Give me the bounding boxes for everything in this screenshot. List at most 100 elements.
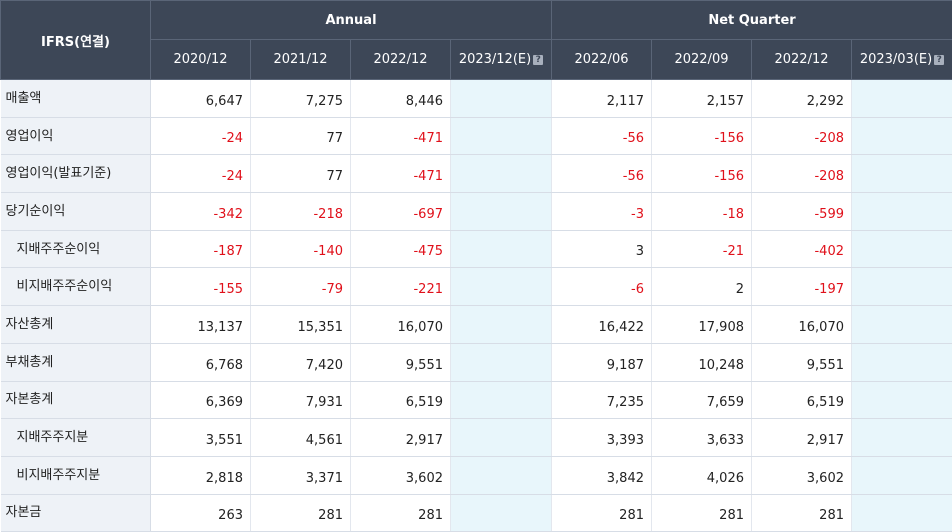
empty-cell xyxy=(852,155,952,193)
value-cell: -21 xyxy=(652,230,752,268)
value-cell: 17,908 xyxy=(652,306,752,344)
value-cell: -221 xyxy=(351,268,451,306)
row-label[interactable]: 비지배주주지분 xyxy=(1,456,151,494)
value-cell: 281 xyxy=(552,494,652,532)
period-header: 2022/12 xyxy=(351,40,451,80)
empty-cell xyxy=(852,419,952,457)
value-cell: -208 xyxy=(752,117,852,155)
value-cell: 7,420 xyxy=(251,343,351,381)
empty-cell xyxy=(451,419,552,457)
value-cell: 16,070 xyxy=(351,306,451,344)
empty-cell xyxy=(852,456,952,494)
value-cell: 77 xyxy=(251,155,351,193)
value-cell: -24 xyxy=(151,155,251,193)
value-cell: -56 xyxy=(552,155,652,193)
value-cell: -187 xyxy=(151,230,251,268)
value-cell: -140 xyxy=(251,230,351,268)
value-cell: 13,137 xyxy=(151,306,251,344)
empty-cell xyxy=(451,456,552,494)
row-label[interactable]: 지배주주순이익 xyxy=(1,230,151,268)
value-cell: 3,551 xyxy=(151,419,251,457)
value-cell: 6,768 xyxy=(151,343,251,381)
row-label[interactable]: 매출액 xyxy=(1,80,151,118)
row-label[interactable]: 영업이익 xyxy=(1,117,151,155)
value-cell: 2,917 xyxy=(351,419,451,457)
row-label[interactable]: 부채총계 xyxy=(1,343,151,381)
value-cell: 9,187 xyxy=(552,343,652,381)
value-cell: 77 xyxy=(251,117,351,155)
table-row: 당기순이익-342-218-697-3-18-599 xyxy=(1,193,952,231)
empty-cell xyxy=(852,80,952,118)
value-cell: 9,551 xyxy=(351,343,451,381)
value-cell: 3,393 xyxy=(552,419,652,457)
value-cell: 2,157 xyxy=(652,80,752,118)
value-cell: -156 xyxy=(652,155,752,193)
value-cell: 2,818 xyxy=(151,456,251,494)
value-cell: 16,422 xyxy=(552,306,652,344)
row-label[interactable]: 비지배주주순이익 xyxy=(1,268,151,306)
value-cell: 15,351 xyxy=(251,306,351,344)
empty-cell xyxy=(852,343,952,381)
row-label[interactable]: 자본총계 xyxy=(1,381,151,419)
value-cell: 2,117 xyxy=(552,80,652,118)
value-cell: -3 xyxy=(552,193,652,231)
period-header: 2020/12 xyxy=(151,40,251,80)
empty-cell xyxy=(451,230,552,268)
question-icon[interactable]: ? xyxy=(533,55,543,65)
value-cell: -208 xyxy=(752,155,852,193)
empty-cell xyxy=(451,494,552,532)
value-cell: 281 xyxy=(652,494,752,532)
value-cell: 9,551 xyxy=(752,343,852,381)
value-cell: 10,248 xyxy=(652,343,752,381)
value-cell: -79 xyxy=(251,268,351,306)
period-header: 2022/12 xyxy=(752,40,852,80)
value-cell: 8,446 xyxy=(351,80,451,118)
value-cell: 6,647 xyxy=(151,80,251,118)
empty-cell xyxy=(451,381,552,419)
empty-cell xyxy=(852,230,952,268)
row-label[interactable]: 영업이익(발표기준) xyxy=(1,155,151,193)
row-label[interactable]: 당기순이익 xyxy=(1,193,151,231)
value-cell: 7,931 xyxy=(251,381,351,419)
empty-cell xyxy=(852,494,952,532)
value-cell: 4,026 xyxy=(652,456,752,494)
value-cell: -697 xyxy=(351,193,451,231)
value-cell: -155 xyxy=(151,268,251,306)
estimate-period-header: 2023/12(E)? xyxy=(451,40,552,80)
ifrs-label-header: IFRS(연결) xyxy=(1,1,151,80)
value-cell: 7,659 xyxy=(652,381,752,419)
row-label[interactable]: 지배주주지분 xyxy=(1,419,151,457)
value-cell: 6,519 xyxy=(351,381,451,419)
value-cell: 16,070 xyxy=(752,306,852,344)
value-cell: 3,371 xyxy=(251,456,351,494)
value-cell: 281 xyxy=(251,494,351,532)
net-quarter-group-header: Net Quarter xyxy=(552,1,952,40)
empty-cell xyxy=(852,381,952,419)
value-cell: 4,561 xyxy=(251,419,351,457)
value-cell: 3,633 xyxy=(652,419,752,457)
row-label[interactable]: 자본금 xyxy=(1,494,151,532)
value-cell: 281 xyxy=(752,494,852,532)
value-cell: -471 xyxy=(351,155,451,193)
value-cell: -402 xyxy=(752,230,852,268)
empty-cell xyxy=(451,80,552,118)
value-cell: 6,519 xyxy=(752,381,852,419)
value-cell: -6 xyxy=(552,268,652,306)
annual-group-header: Annual xyxy=(151,1,552,40)
value-cell: -342 xyxy=(151,193,251,231)
value-cell: 263 xyxy=(151,494,251,532)
question-icon[interactable]: ? xyxy=(934,55,944,65)
value-cell: -56 xyxy=(552,117,652,155)
value-cell: 6,369 xyxy=(151,381,251,419)
value-cell: 2,917 xyxy=(752,419,852,457)
empty-cell xyxy=(451,306,552,344)
value-cell: -475 xyxy=(351,230,451,268)
row-label[interactable]: 자산총계 xyxy=(1,306,151,344)
value-cell: -471 xyxy=(351,117,451,155)
